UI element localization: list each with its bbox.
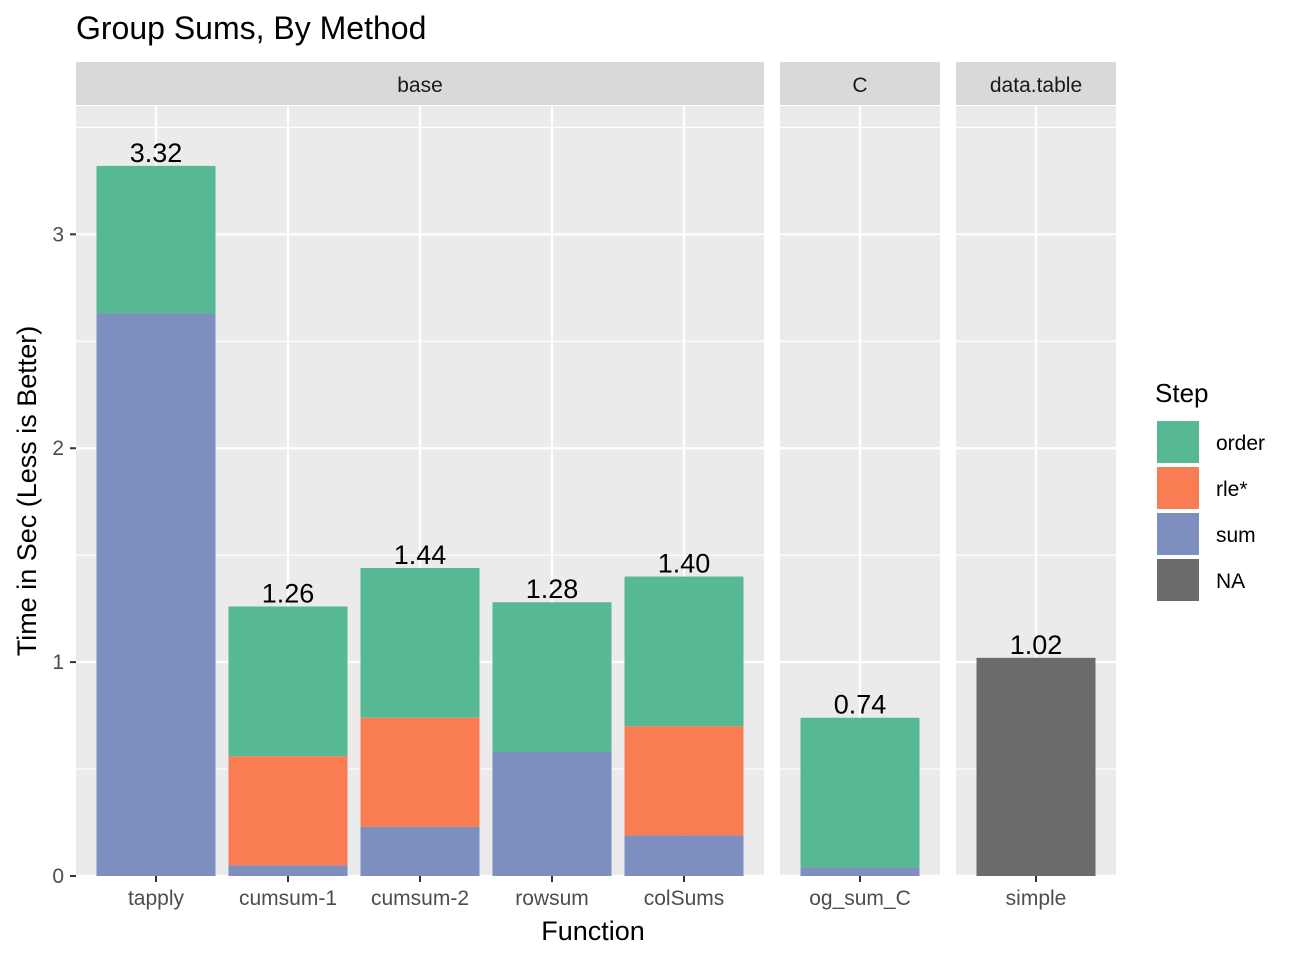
y-tick-label: 1 [52,651,64,674]
bar-segment-rle [624,726,744,836]
bar-total-label: 1.44 [394,540,447,570]
x-tick-label: rowsum [515,887,589,910]
legend-label: NA [1216,570,1245,593]
legend-swatch [1157,513,1199,555]
x-tick-label: cumsum-1 [239,887,337,910]
y-tick-label: 2 [52,437,64,460]
facet-strip-label: data.table [990,74,1082,97]
bar-segment-sum [800,867,920,876]
bar-segment-order [360,568,480,718]
bar-total-label: 1.28 [526,574,579,604]
legend-title: Step [1155,378,1209,408]
legend-label: order [1216,432,1265,455]
facet-data-table: data.table 1.02 simple [956,62,1116,910]
legend-item: NA [1157,559,1245,601]
bar-segment-rle [228,756,348,866]
legend-label: sum [1216,524,1256,547]
facet-strip-label: C [852,74,867,97]
bar-segment-sum [624,835,744,876]
facet-strip-label: base [397,74,443,97]
legend-item: rle* [1157,467,1248,509]
facet-strip [780,62,940,105]
x-tick-label: colSums [644,887,725,910]
facet-strip [76,62,764,105]
bar-segment-order [492,602,612,752]
facet-C: C 0.74 og_sum_C [780,62,940,910]
bar-segment-rle [360,717,480,827]
x-tick-label: simple [1006,887,1067,910]
bar-total-label: 1.26 [262,579,315,609]
bar-segment-order [96,165,216,314]
bar-total-label: 1.02 [1010,630,1063,660]
y-axis: 0 1 2 3 [52,223,76,888]
chart-title: Group Sums, By Method [76,10,426,46]
y-axis-title: Time in Sec (Less is Better) [12,326,42,657]
bar-segment-sum [96,313,216,876]
x-tick-label: cumsum-2 [371,887,469,910]
legend: Step order rle* sum NA [1155,378,1265,601]
legend-label: rle* [1216,478,1248,501]
bar-segment-order [228,606,348,757]
bar-segment-order [624,576,744,727]
bar-total-label: 1.40 [658,549,711,579]
x-axis-title: Function [541,916,645,946]
legend-swatch [1157,421,1199,463]
y-tick-label: 0 [52,865,64,888]
facet-strip [956,62,1116,105]
legend-swatch [1157,559,1199,601]
bar-total-label: 0.74 [834,690,887,720]
bar-segment-sum [228,865,348,876]
legend-items: order rle* sum NA [1157,421,1265,601]
bar-segment-NA [976,657,1096,876]
facet-panels: base 3.32 tapply 1.26 cumsum-1 1.44 cumsum-2 1.… [76,62,1116,910]
legend-item: sum [1157,513,1256,555]
bar-segment-sum [492,751,612,876]
bar-segment-sum [360,826,480,876]
y-tick-label: 3 [52,223,64,246]
legend-item: order [1157,421,1265,463]
bar-segment-order [800,717,920,868]
x-tick-label: tapply [128,887,185,910]
facet-base: base 3.32 tapply 1.26 cumsum-1 1.44 cumsum-2 1.… [76,62,764,910]
x-tick-label: og_sum_C [809,887,911,910]
bar-total-label: 3.32 [130,138,183,168]
legend-swatch [1157,467,1199,509]
